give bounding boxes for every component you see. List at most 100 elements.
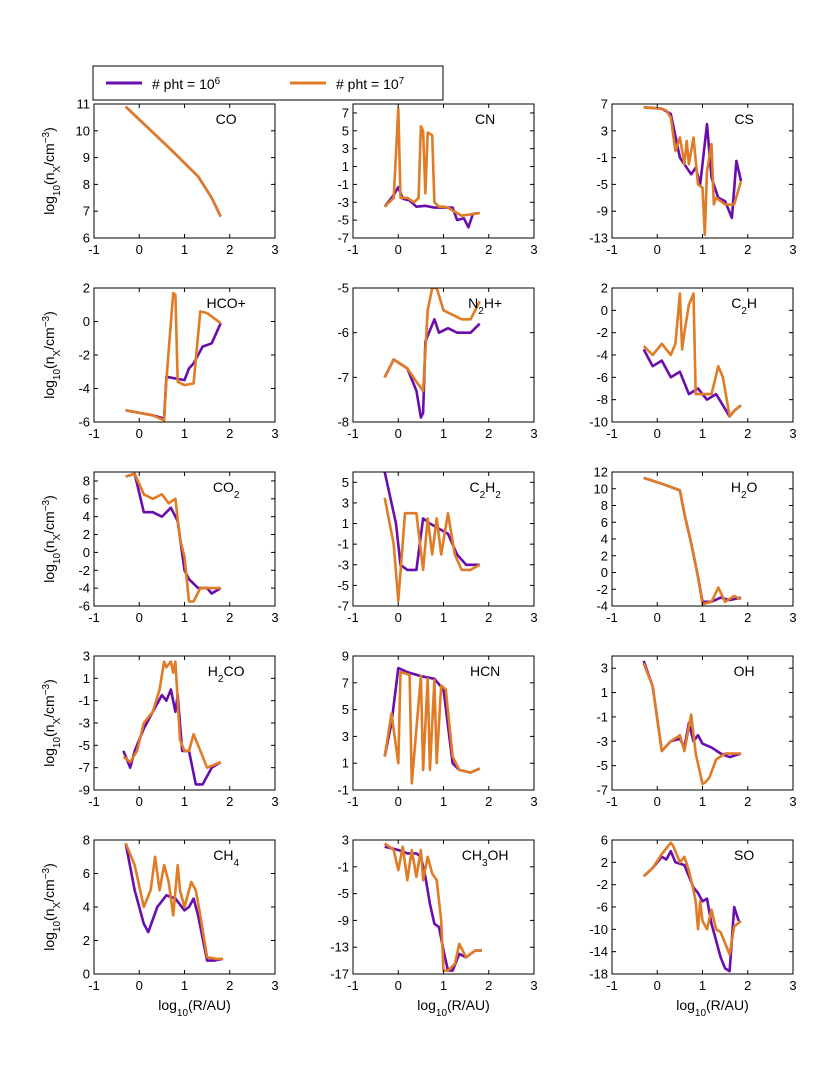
x-tick-label: 2 <box>485 978 492 993</box>
panel-title: CH4 <box>213 847 239 869</box>
x-tick-label: 0 <box>654 242 661 257</box>
y-tick-label: 7 <box>83 204 90 219</box>
x-axis-label: log10(R/AU) <box>158 997 231 1019</box>
x-tick-label: 3 <box>530 426 537 441</box>
y-tick-label: 8 <box>83 177 90 192</box>
x-tick-label: 0 <box>395 426 402 441</box>
y-axis-label: log10(nX/cm−3) <box>41 311 63 399</box>
y-tick-label: -2 <box>596 582 608 597</box>
panel-title: CO <box>216 111 237 127</box>
x-tick-label: 3 <box>271 978 278 993</box>
y-tick-label: 10 <box>76 123 90 138</box>
x-tick-label: 0 <box>654 610 661 625</box>
series-line-pht7 <box>122 660 222 770</box>
series-line-pht6 <box>125 472 222 595</box>
x-tick-label: 2 <box>485 610 492 625</box>
x-tick-label: 0 <box>136 426 143 441</box>
x-tick-label: 1 <box>699 426 706 441</box>
panel-co2: -1 0 1 2 3 -6 -4 -2 0 2 4 6 8 CO2 log10(nX/cm−3) <box>41 471 279 625</box>
x-tick-label: -1 <box>606 794 618 809</box>
y-tick-label: 6 <box>83 491 90 506</box>
x-tick-label: 0 <box>136 610 143 625</box>
x-tick-label: 2 <box>226 794 233 809</box>
x-tick-label: 1 <box>440 426 447 441</box>
y-tick-label: -5 <box>596 758 608 773</box>
x-tick-label: 1 <box>181 426 188 441</box>
y-tick-label: -5 <box>337 578 349 593</box>
y-tick-label: 3 <box>83 649 90 664</box>
x-tick-label: -1 <box>347 978 359 993</box>
y-tick-label: 1 <box>342 756 349 771</box>
y-tick-label: 6 <box>601 515 608 530</box>
y-tick-label: -2 <box>78 563 90 578</box>
y-tick-label: -7 <box>596 783 608 798</box>
x-tick-label: -1 <box>88 242 100 257</box>
panel-co: -1 0 1 2 3 6 7 8 9 10 11 CO log10(nX/cm−3) <box>41 97 279 258</box>
x-tick-label: 0 <box>136 794 143 809</box>
y-tick-label: -4 <box>78 581 90 596</box>
y-tick-label: -6 <box>337 325 349 340</box>
series-line-pht6 <box>643 106 743 220</box>
y-tick-label: -14 <box>589 944 608 959</box>
series-line-pht7 <box>642 662 741 786</box>
series-line-pht7 <box>383 288 481 393</box>
legend-label-0: # pht = 106 <box>152 76 221 93</box>
panel-n2h: -1 0 1 2 3 -8 -7 -6 -5 N2H+ <box>337 281 537 442</box>
y-tick-label: -8 <box>596 392 608 407</box>
series-line-pht7 <box>124 842 223 961</box>
y-tick-label: 6 <box>601 833 608 848</box>
panel-c2h2: -1 0 1 2 3 -7 -5 -3 -1 1 3 5 C2H2 <box>337 471 538 625</box>
panel-title: OH <box>734 663 755 679</box>
y-tick-label: 1 <box>601 685 608 700</box>
panel-title: CN <box>475 111 495 127</box>
x-tick-label: -1 <box>88 794 100 809</box>
panel-title: HCO+ <box>206 295 245 311</box>
y-tick-label: -3 <box>596 734 608 749</box>
y-tick-label: -7 <box>337 231 349 246</box>
x-tick-label: 2 <box>226 610 233 625</box>
panel-title: SO <box>734 847 754 863</box>
y-tick-label: -5 <box>596 177 608 192</box>
x-tick-label: 3 <box>789 978 796 993</box>
y-axis-label: log10(nX/cm−3) <box>41 127 63 215</box>
x-tick-label: 0 <box>136 978 143 993</box>
x-tick-label: 3 <box>530 978 537 993</box>
series-line-pht7 <box>383 670 481 785</box>
y-tick-label: -5 <box>78 738 90 753</box>
y-tick-label: -1 <box>337 783 349 798</box>
series-line-pht7 <box>125 291 222 422</box>
y-axis-label: log10(nX/cm−3) <box>41 495 63 583</box>
x-tick-label: 1 <box>181 242 188 257</box>
x-tick-label: -1 <box>88 978 100 993</box>
y-tick-label: -10 <box>589 415 608 430</box>
y-axis-label: log10(nX/cm−3) <box>41 863 63 951</box>
y-tick-label: -18 <box>589 967 608 982</box>
y-tick-label: -7 <box>337 370 349 385</box>
y-tick-label: -1 <box>78 693 90 708</box>
y-tick-label: 2 <box>601 855 608 870</box>
x-tick-label: 0 <box>395 794 402 809</box>
y-tick-label: 3 <box>601 123 608 138</box>
y-tick-label: 7 <box>342 105 349 120</box>
series-line-pht6 <box>122 688 222 786</box>
series-line-pht7 <box>125 472 221 603</box>
x-tick-label: 3 <box>530 242 537 257</box>
y-tick-label: -17 <box>330 967 349 982</box>
panel-title: CH3OH <box>462 847 509 869</box>
series-line-pht7 <box>642 841 742 956</box>
x-tick-label: 0 <box>654 794 661 809</box>
y-tick-label: 7 <box>601 97 608 112</box>
y-tick-label: 0 <box>83 967 90 982</box>
panel-title: C2H <box>731 295 757 317</box>
y-tick-label: 3 <box>342 833 349 848</box>
x-tick-label: -1 <box>606 610 618 625</box>
x-tick-label: -1 <box>606 978 618 993</box>
y-tick-label: -4 <box>596 599 608 614</box>
y-tick-label: 3 <box>342 729 349 744</box>
series-line-pht6 <box>124 105 222 218</box>
x-tick-label: 0 <box>136 242 143 257</box>
y-tick-label: 2 <box>83 527 90 542</box>
